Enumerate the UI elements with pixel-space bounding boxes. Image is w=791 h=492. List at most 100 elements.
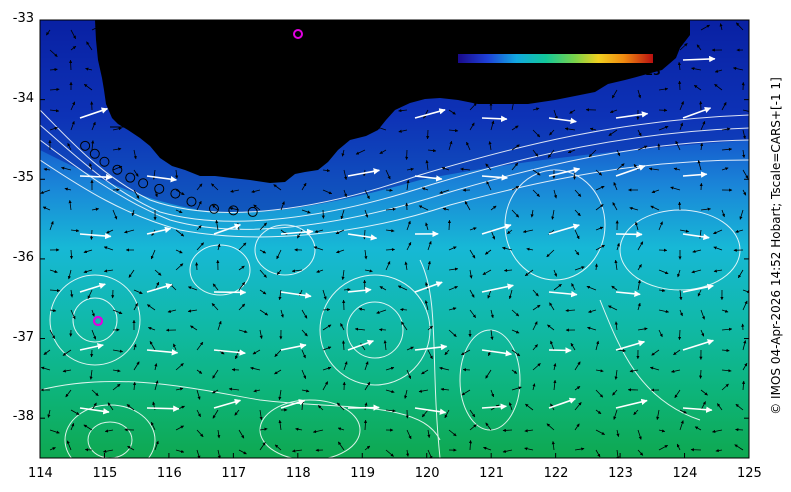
current-vector — [735, 22, 744, 31]
current-vector — [551, 441, 555, 451]
current-vector — [49, 269, 58, 274]
current-vector — [546, 423, 555, 431]
ship-track — [80, 140, 258, 217]
current-vector — [742, 300, 748, 311]
current-vector — [721, 102, 727, 111]
lat-tick-label: -36 — [12, 249, 34, 265]
current-vector — [448, 109, 456, 115]
current-vector — [85, 67, 93, 71]
current-vector — [714, 83, 723, 91]
current-vector — [633, 409, 639, 416]
current-vector — [574, 386, 581, 391]
current-vector — [553, 189, 558, 199]
current-vector — [691, 67, 702, 71]
lat-tick-label: -38 — [12, 409, 34, 425]
colorbar-tick-label: 5 — [493, 65, 501, 78]
current-vector — [679, 289, 683, 301]
current-vector — [259, 309, 269, 316]
vector-scale-label: 0.5m/s (1kt 24h) — [156, 115, 273, 131]
current-vector — [49, 126, 58, 131]
current-vector — [448, 286, 458, 291]
current-vector — [735, 229, 744, 233]
current-vector — [112, 309, 123, 315]
current-vector — [40, 189, 51, 194]
current-vector — [570, 342, 576, 351]
current-vector — [511, 125, 519, 131]
current-vector — [175, 263, 184, 271]
current-vector — [259, 249, 267, 254]
current-vector — [742, 189, 747, 196]
lon-tick-label: 116 — [156, 466, 182, 481]
current-vector — [211, 183, 219, 191]
current-vector — [276, 269, 282, 275]
current-vector — [679, 122, 684, 131]
current-vector — [502, 449, 513, 453]
wind-vector — [414, 407, 447, 415]
current-vector — [358, 307, 366, 311]
current-vector — [439, 366, 450, 371]
wind-vector — [682, 406, 713, 413]
current-vector — [112, 127, 122, 131]
wind-vector — [146, 405, 180, 412]
current-vector — [49, 87, 60, 92]
current-vector — [238, 429, 245, 439]
current-vector — [175, 229, 185, 237]
lon-tick-label: 121 — [479, 466, 504, 481]
current-vector — [742, 149, 746, 159]
current-vector — [401, 321, 408, 331]
wind-vector — [280, 291, 312, 299]
current-vector — [532, 189, 540, 197]
current-vector — [150, 249, 156, 260]
current-vector — [511, 309, 520, 317]
current-vector — [524, 447, 534, 451]
current-vector — [190, 325, 198, 331]
current-vector — [567, 149, 576, 154]
wind-vector — [414, 175, 443, 182]
current-vector — [336, 249, 345, 254]
current-vector — [217, 429, 221, 439]
current-vector — [448, 329, 457, 337]
current-vector — [154, 363, 158, 371]
wind-vector — [280, 399, 306, 409]
current-vector — [679, 229, 690, 233]
current-vector — [107, 402, 114, 411]
current-vector — [362, 229, 367, 240]
current-vector — [376, 126, 387, 131]
current-vector — [678, 201, 682, 211]
current-vector — [468, 440, 473, 451]
current-vector — [595, 244, 605, 251]
current-vector — [196, 242, 205, 251]
current-vector — [448, 128, 459, 133]
current-vector — [343, 189, 347, 198]
ship-marker — [186, 196, 197, 207]
current-vector — [217, 243, 221, 251]
current-vector — [317, 405, 324, 411]
current-vector — [608, 129, 618, 137]
current-vector — [595, 429, 605, 435]
current-vector — [425, 282, 429, 291]
ship-marker — [89, 148, 100, 159]
current-vector — [196, 341, 204, 351]
current-vector — [49, 429, 60, 434]
current-vector — [648, 167, 660, 171]
current-vector — [694, 426, 702, 431]
wind-vector — [414, 108, 446, 119]
current-vector — [131, 209, 135, 217]
current-vector — [574, 189, 582, 197]
current-vector — [343, 288, 351, 292]
current-vector — [212, 389, 219, 394]
current-vector — [133, 149, 137, 160]
current-vector — [340, 209, 345, 220]
wind-vector — [548, 223, 580, 235]
current-vector — [150, 421, 156, 431]
current-vector — [693, 84, 702, 91]
current-vector — [425, 222, 429, 231]
current-vector — [196, 369, 203, 374]
current-vector — [175, 425, 184, 431]
wind-vector — [481, 349, 513, 357]
current-vector — [721, 309, 729, 313]
current-vector — [400, 308, 408, 312]
current-vector — [574, 266, 585, 271]
current-vector — [594, 263, 598, 271]
current-vector — [91, 140, 95, 151]
